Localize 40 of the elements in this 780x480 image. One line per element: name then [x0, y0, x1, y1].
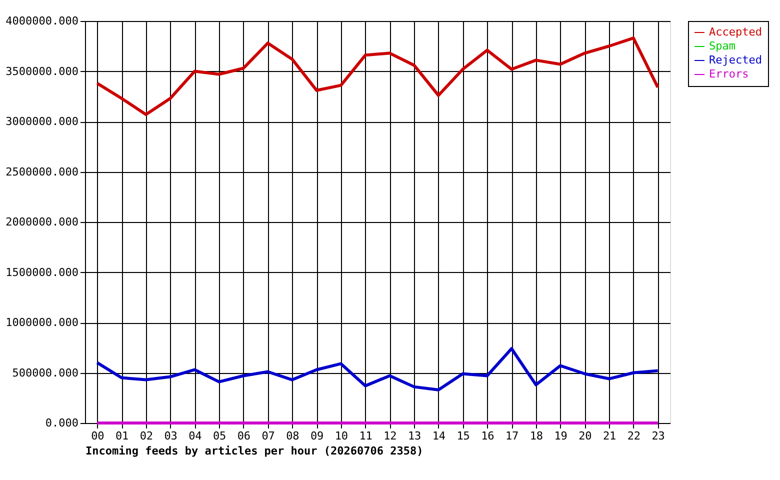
x-tick-label: 10 [334, 430, 348, 442]
x-tick-label: 06 [237, 430, 251, 442]
x-tick-label: 07 [262, 430, 275, 442]
x-tick-label: 16 [481, 430, 494, 442]
y-tick-label: 2000000.000 [6, 216, 78, 228]
x-axis-title: Incoming feeds by articles per hour (20260706 2358) [86, 444, 424, 458]
y-tick-label: 0.000 [45, 416, 78, 430]
x-tick-label: 15 [456, 430, 470, 442]
x-tick-label: 08 [286, 430, 300, 442]
legend-label: Accepted [709, 26, 762, 38]
x-tick-label: 23 [652, 430, 665, 442]
x-tick-label: 03 [164, 430, 178, 442]
y-tick-label: 2500000.000 [6, 165, 78, 178]
x-tick-label: 01 [115, 430, 129, 442]
y-tick-label: 1000000.000 [6, 316, 78, 329]
x-tick-label: 02 [140, 430, 154, 442]
x-tick-label: 09 [310, 430, 324, 442]
x-tick-label: 12 [384, 430, 397, 442]
x-tick-label: 11 [359, 430, 372, 442]
x-tick-label: 04 [188, 430, 202, 442]
x-tick-label: 19 [554, 430, 568, 442]
legend-label: Spam [709, 40, 736, 52]
y-tick-label: 500000.000 [12, 366, 78, 380]
x-tick-label: 00 [91, 430, 104, 442]
x-tick-label: 05 [212, 430, 226, 442]
x-tick-label: 21 [602, 430, 616, 442]
legend-label: Errors [709, 68, 749, 80]
x-tick-label: 13 [408, 430, 422, 442]
y-tick-label: 3000000.000 [6, 115, 78, 128]
line-series [96, 36, 660, 116]
line-series [96, 347, 660, 392]
y-tick-label: 3500000.000 [6, 64, 78, 78]
x-tick-label: 17 [505, 430, 519, 442]
x-tick-label: 20 [578, 430, 592, 442]
x-tick-label: 18 [530, 430, 544, 442]
y-tick-label: 1500000.000 [6, 266, 78, 279]
legend-label: Rejected [709, 54, 762, 66]
x-tick-label: 14 [432, 430, 446, 442]
y-tick-label: 4000000.000 [6, 14, 78, 28]
x-tick-label: 22 [627, 430, 641, 442]
